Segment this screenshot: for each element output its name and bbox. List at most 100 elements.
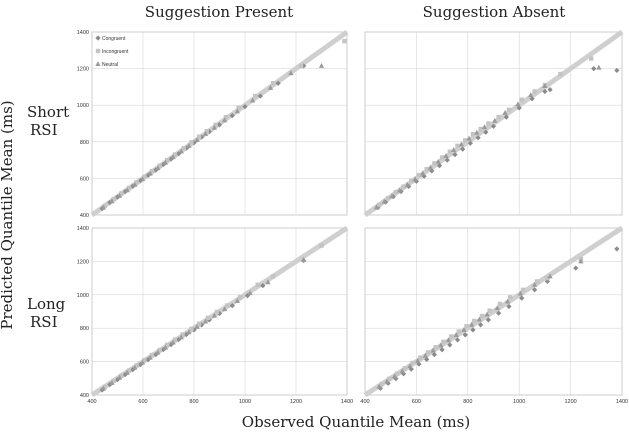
data-point-neutral (481, 124, 488, 130)
data-point-congruent (301, 63, 307, 69)
data-point-congruent (470, 327, 476, 333)
data-point-neutral (528, 92, 534, 98)
data-point-neutral (155, 349, 161, 355)
data-point-incongruent (376, 202, 382, 208)
data-point-incongruent (424, 167, 429, 172)
data-point-incongruent (119, 191, 124, 196)
data-point-neutral (116, 374, 123, 380)
data-point-congruent (614, 246, 620, 252)
data-point-neutral (578, 258, 584, 264)
data-point-incongruent (470, 131, 476, 137)
data-point-congruent (416, 361, 422, 367)
data-point-incongruent (180, 332, 185, 337)
data-point-neutral (517, 290, 524, 296)
data-point-congruent (413, 178, 419, 184)
data-point-incongruent (409, 178, 414, 184)
data-point-neutral (451, 147, 457, 153)
row-label-short-line1: Short (27, 103, 69, 121)
data-point-neutral (474, 129, 480, 135)
y-tick-label: 1000 (77, 293, 89, 299)
data-point-neutral (194, 137, 200, 142)
data-point-neutral (116, 192, 123, 198)
y-tick-label: 600 (80, 360, 89, 366)
data-point-neutral (147, 354, 153, 360)
data-point-neutral (170, 339, 176, 345)
data-point-incongruent (142, 358, 147, 363)
data-point-neutral (469, 321, 475, 327)
data-point-incongruent (142, 174, 147, 179)
data-point-neutral (211, 312, 217, 318)
data-point-neutral (461, 326, 467, 332)
data-point-neutral (318, 62, 325, 68)
reference-line (363, 225, 624, 398)
data-point-incongruent (172, 337, 178, 342)
data-point-incongruent (149, 168, 155, 174)
data-point-incongruent (508, 295, 513, 300)
data-point-incongruent (319, 243, 324, 248)
x-tick-label: 1200 (290, 399, 302, 405)
data-point-incongruent (496, 114, 501, 120)
data-point-congruent (229, 113, 235, 119)
data-point-incongruent (111, 196, 116, 202)
data-point-neutral (381, 198, 387, 204)
data-point-incongruent (497, 301, 503, 307)
data-point-incongruent (342, 38, 347, 44)
x-tick-label: 1400 (341, 399, 353, 405)
data-point-neutral (389, 193, 395, 199)
data-point-incongruent (102, 203, 107, 209)
data-point-incongruent (432, 161, 437, 166)
data-point-neutral (453, 332, 459, 338)
data-point-neutral (211, 124, 217, 130)
data-point-congruent (503, 114, 509, 120)
series-incongruent (102, 243, 324, 390)
data-point-neutral (427, 164, 434, 170)
data-point-incongruent (204, 128, 209, 134)
data-point-incongruent (223, 114, 229, 120)
data-point-congruent (130, 367, 136, 373)
y-tick-label: 1400 (77, 226, 89, 232)
scatter-panel-4: 400 600 800 1000 1200 1400 (360, 225, 628, 405)
data-point-incongruent (534, 279, 540, 284)
data-point-congruent (483, 129, 489, 135)
data-point-congruent (542, 88, 548, 95)
data-point-congruent (444, 157, 450, 163)
data-point-neutral (466, 135, 472, 141)
data-point-neutral (162, 344, 169, 350)
data-point-incongruent (237, 295, 243, 300)
data-point-incongruent (588, 56, 594, 61)
data-point-neutral (202, 318, 209, 324)
data-point-congruent (529, 96, 535, 102)
y-tick-label: 400 (80, 393, 89, 399)
data-point-neutral (476, 316, 482, 322)
data-point-incongruent (448, 334, 454, 339)
data-point-neutral (222, 117, 228, 123)
data-point-neutral (407, 363, 413, 369)
data-point-incongruent (456, 329, 462, 334)
data-point-congruent (242, 104, 248, 110)
data-point-congruent (216, 122, 223, 128)
data-point-incongruent (487, 308, 492, 313)
data-point-congruent (452, 152, 458, 158)
series-incongruent (102, 38, 347, 209)
data-point-neutral (430, 347, 436, 353)
x-tick-label: 400 (87, 399, 96, 405)
y-tick-label: 800 (80, 326, 89, 332)
data-point-congruent (393, 376, 399, 382)
y-axis-title: Predicted Quantile Mean (ms) (0, 100, 16, 329)
data-point-neutral (202, 131, 209, 136)
data-point-incongruent (394, 371, 400, 376)
data-point-congruent (436, 162, 443, 169)
data-point-neutral (391, 373, 398, 379)
data-point-incongruent (236, 105, 241, 111)
data-point-neutral (415, 358, 421, 363)
data-point-neutral (109, 198, 115, 204)
data-point-neutral (505, 298, 511, 304)
data-point-incongruent (532, 89, 537, 94)
data-point-neutral (494, 305, 500, 311)
data-point-incongruent (189, 326, 194, 332)
data-point-congruent (573, 265, 579, 271)
data-point-congruent (260, 283, 266, 289)
data-point-incongruent (393, 190, 399, 195)
data-point-congruent (516, 105, 522, 111)
scatter-panel-2 (363, 29, 624, 218)
